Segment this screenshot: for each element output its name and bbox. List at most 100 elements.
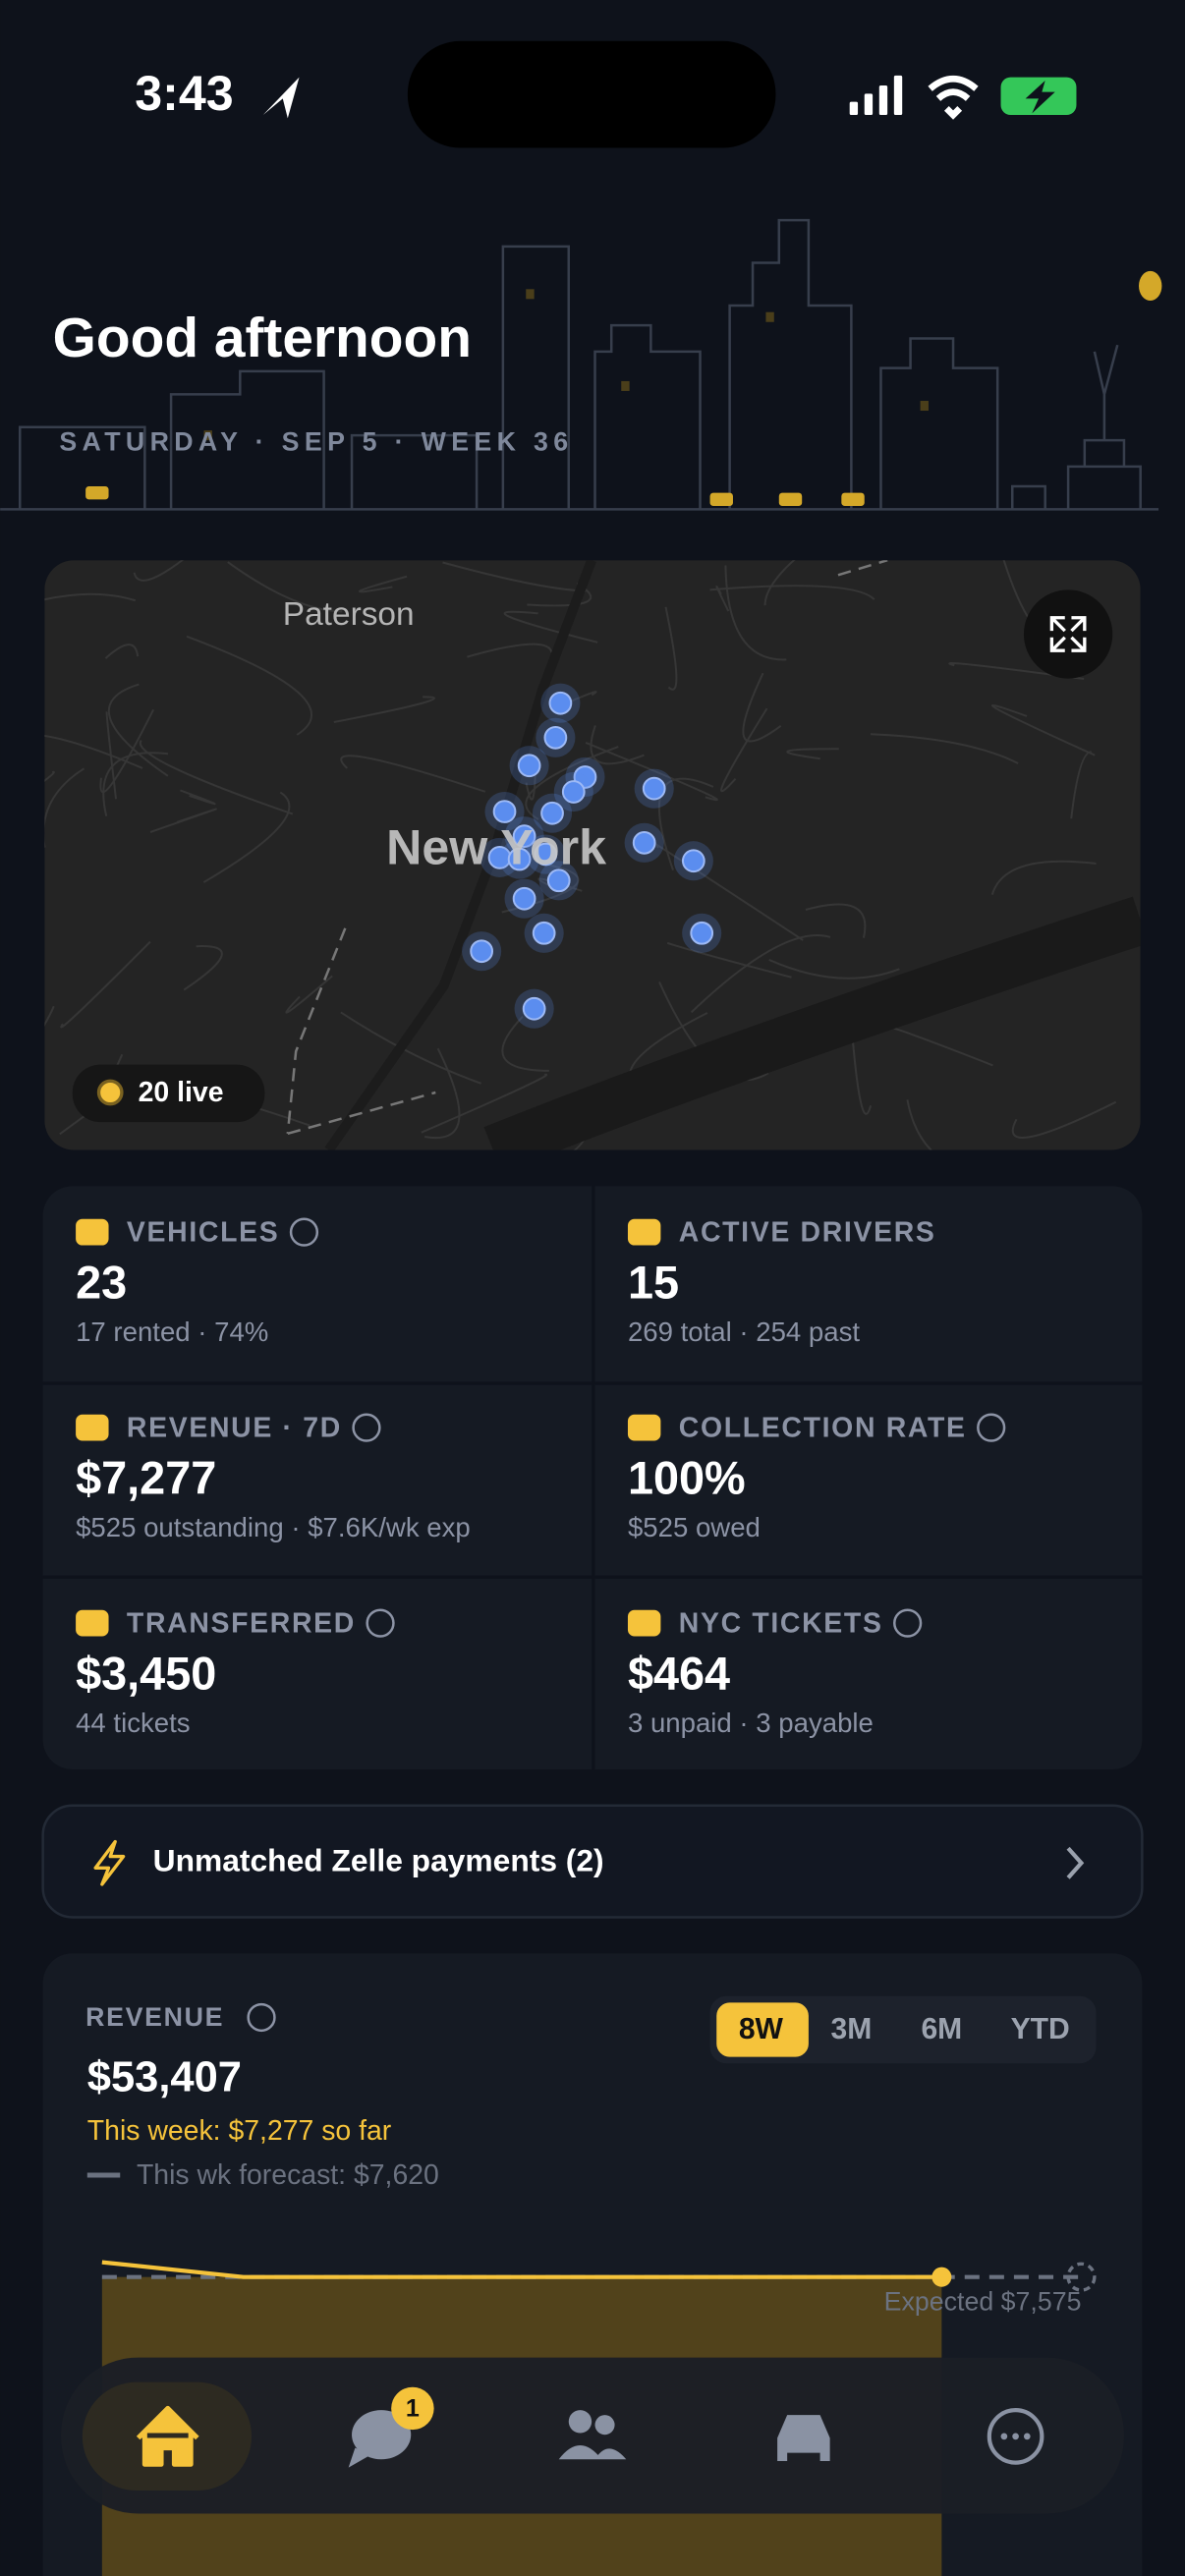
info-icon bbox=[289, 1217, 319, 1247]
road bbox=[906, 1099, 953, 1150]
forecast: This wk forecast: $7,620 bbox=[137, 2159, 439, 2191]
vehicle-dot bbox=[561, 780, 586, 804]
tab-home-active[interactable] bbox=[82, 2381, 253, 2492]
vehicles-tab[interactable] bbox=[777, 2415, 830, 2461]
stat-label: NYC TICKETS bbox=[679, 1607, 883, 1639]
stat-sub: 44 tickets bbox=[76, 1708, 191, 1738]
chart-line bbox=[101, 2260, 942, 2279]
vehicle-dot bbox=[681, 849, 705, 873]
road bbox=[105, 711, 118, 800]
vehicle-dot bbox=[512, 886, 536, 911]
more-tab[interactable] bbox=[987, 2408, 1044, 2465]
info-icon bbox=[977, 1413, 1006, 1442]
road bbox=[421, 1073, 547, 1134]
stat-sub: 17 rented · 74% bbox=[76, 1316, 268, 1347]
live-count: 20 live bbox=[139, 1077, 224, 1108]
road bbox=[805, 903, 867, 938]
info-icon[interactable] bbox=[247, 2002, 276, 2033]
vehicle-dot bbox=[632, 830, 656, 855]
range-active[interactable] bbox=[716, 2002, 809, 2057]
stat-label: ACTIVE DRIVERS bbox=[679, 1216, 936, 1248]
road bbox=[525, 766, 536, 801]
stat-icon bbox=[627, 1414, 661, 1441]
vehicle-dot bbox=[548, 691, 573, 715]
vehicle-dot bbox=[517, 754, 541, 778]
vehicle-dot bbox=[540, 801, 564, 825]
chat-tab[interactable] bbox=[348, 2410, 412, 2468]
expand-button[interactable] bbox=[1023, 589, 1113, 679]
road bbox=[423, 1047, 461, 1140]
road bbox=[786, 748, 839, 760]
map[interactable] bbox=[0, 503, 1141, 1171]
greeting: Good afternoon bbox=[53, 308, 472, 369]
expand-icon bbox=[1049, 616, 1087, 652]
stat-icon bbox=[76, 1218, 109, 1246]
range-option[interactable]: 3M bbox=[830, 2013, 872, 2045]
live-dot bbox=[96, 1079, 124, 1106]
badge-count: 1 bbox=[406, 2395, 420, 2423]
vehicle-dot bbox=[546, 868, 571, 893]
road bbox=[991, 703, 1096, 756]
expected-label: Expected $7,575 bbox=[884, 2286, 1082, 2316]
road bbox=[664, 606, 678, 691]
road bbox=[180, 789, 216, 806]
expected-point bbox=[1066, 2262, 1097, 2292]
stat-value: $7,277 bbox=[76, 1453, 216, 1504]
stat-icon bbox=[627, 1218, 661, 1246]
road bbox=[850, 1024, 873, 1115]
road bbox=[44, 733, 143, 769]
drivers-tab[interactable] bbox=[558, 2410, 627, 2460]
road bbox=[139, 739, 294, 815]
range-option[interactable]: YTD bbox=[1011, 2013, 1070, 2045]
vehicle-dot bbox=[543, 725, 568, 750]
alert-card[interactable] bbox=[41, 1804, 1144, 1919]
stat-value: 23 bbox=[76, 1258, 127, 1309]
range-option[interactable]: 6M bbox=[921, 2013, 962, 2045]
stat-sub: $525 outstanding · $7.6K/wk exp bbox=[76, 1512, 471, 1542]
stat-value: $3,450 bbox=[76, 1649, 216, 1700]
stat-label: COLLECTION RATE bbox=[679, 1412, 967, 1443]
vehicle-dot bbox=[532, 921, 556, 945]
road bbox=[1011, 1100, 1117, 1139]
badge bbox=[391, 2386, 434, 2431]
road bbox=[340, 1011, 481, 1085]
status-time: 3:43 bbox=[135, 66, 233, 121]
road bbox=[990, 860, 1097, 895]
stat-icon bbox=[76, 1414, 109, 1441]
stat-sub: 3 unpaid · 3 payable bbox=[628, 1708, 874, 1738]
road bbox=[501, 1016, 549, 1072]
stat-value: 15 bbox=[628, 1258, 679, 1309]
more-dots bbox=[1000, 2433, 1031, 2440]
road bbox=[590, 725, 645, 765]
road bbox=[715, 585, 730, 612]
tab-bar bbox=[61, 2357, 1124, 2514]
vehicle-dot bbox=[642, 776, 666, 801]
vehicle-dot bbox=[507, 847, 532, 871]
road bbox=[666, 941, 792, 979]
stat-label: REVENUE · 7D bbox=[127, 1412, 342, 1443]
vehicle-dot bbox=[512, 824, 536, 849]
alert-icon bbox=[93, 1839, 126, 1886]
road bbox=[44, 767, 85, 848]
home-icon bbox=[136, 2405, 199, 2467]
this-week: This week: $7,277 so far bbox=[87, 2115, 391, 2147]
road bbox=[133, 560, 249, 582]
road bbox=[333, 696, 435, 724]
charging-bolt bbox=[1025, 80, 1055, 114]
wifi-icon bbox=[928, 75, 979, 120]
taxis bbox=[85, 485, 865, 507]
road bbox=[202, 791, 291, 883]
road bbox=[525, 746, 619, 820]
signal-icon bbox=[849, 75, 903, 116]
dynamic-island bbox=[407, 40, 776, 148]
vehicle-dot bbox=[492, 800, 517, 823]
range-option[interactable]: 8W bbox=[739, 2013, 784, 2045]
road bbox=[44, 1005, 55, 1092]
stat-value: $464 bbox=[628, 1649, 730, 1700]
road bbox=[227, 561, 343, 613]
info-icon bbox=[366, 1608, 395, 1638]
road bbox=[60, 940, 151, 1029]
skyline bbox=[0, 218, 1159, 511]
road bbox=[993, 560, 1033, 623]
